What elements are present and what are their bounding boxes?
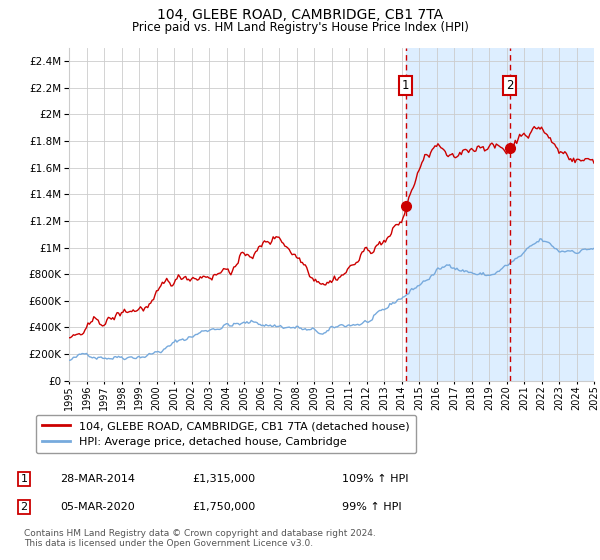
Text: 109% ↑ HPI: 109% ↑ HPI (342, 474, 409, 484)
Text: 99% ↑ HPI: 99% ↑ HPI (342, 502, 401, 512)
Text: £1,750,000: £1,750,000 (192, 502, 255, 512)
Text: £1,315,000: £1,315,000 (192, 474, 255, 484)
Text: 28-MAR-2014: 28-MAR-2014 (60, 474, 135, 484)
Bar (406, 48, 594, 381)
Text: 1: 1 (402, 80, 409, 92)
Text: 05-MAR-2020: 05-MAR-2020 (60, 502, 135, 512)
Text: 1: 1 (20, 474, 28, 484)
Text: 104, GLEBE ROAD, CAMBRIDGE, CB1 7TA: 104, GLEBE ROAD, CAMBRIDGE, CB1 7TA (157, 8, 443, 22)
Text: 2: 2 (20, 502, 28, 512)
Text: Contains HM Land Registry data © Crown copyright and database right 2024.
This d: Contains HM Land Registry data © Crown c… (24, 529, 376, 548)
Legend: 104, GLEBE ROAD, CAMBRIDGE, CB1 7TA (detached house), HPI: Average price, detach: 104, GLEBE ROAD, CAMBRIDGE, CB1 7TA (det… (35, 414, 416, 454)
Text: Price paid vs. HM Land Registry's House Price Index (HPI): Price paid vs. HM Land Registry's House … (131, 21, 469, 34)
Text: 2: 2 (506, 80, 514, 92)
